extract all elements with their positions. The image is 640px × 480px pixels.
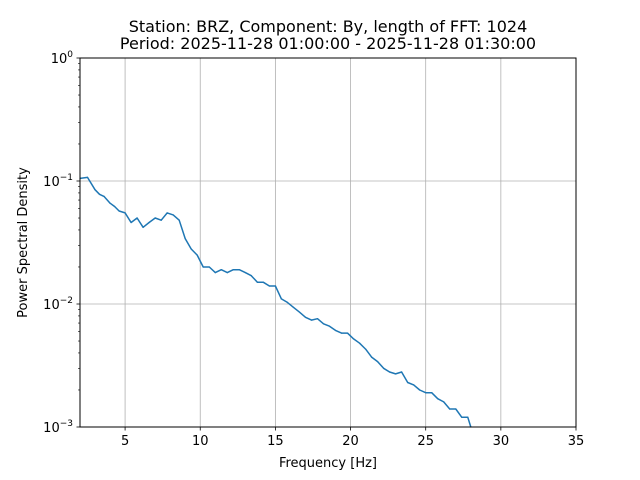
psd-data-point [178,219,180,221]
chart-title-line-1: Station: BRZ, Component: By, length of F… [129,17,528,36]
psd-data-point [142,226,144,228]
psd-data-point [298,311,301,313]
psd-data-point [358,342,361,344]
psd-data-point [449,408,451,410]
psd-data-point [244,272,246,274]
psd-data-point [455,408,457,410]
psd-data-point [268,285,270,287]
psd-data-point [370,356,373,358]
psd-data-point [322,323,325,325]
x-axis-label: Frequency [Hz] [279,456,377,471]
psd-data-point [304,316,307,318]
chart-title-line-2: Period: 2025-11-28 01:00:00 - 2025-11-28… [120,34,536,53]
psd-data-point [113,205,116,208]
psd-data-point [136,217,138,219]
psd-data-point [130,221,132,224]
x-tick-label: 30 [493,434,510,449]
psd-data-point [184,238,186,240]
data-series [79,176,472,428]
psd-data-point [407,381,409,384]
y-tick-label: 10−3 [43,419,73,436]
psd-data-point [461,416,463,418]
x-tick-label: 35 [568,434,585,449]
psd-data-point [419,389,421,391]
psd-data-point [154,217,156,219]
psd-data-point [395,373,397,375]
psd-data-point [340,332,343,334]
x-tick-label: 10 [192,434,209,449]
psd-data-point [262,281,264,283]
x-tick-label: 15 [267,434,284,449]
x-tick-label: 20 [342,434,359,449]
psd-data-point [401,371,403,373]
psd-data-point [383,367,385,369]
psd-data-point [94,189,96,191]
psd-data-point [160,219,162,221]
psd-data-point [274,285,276,287]
y-tick-label: 10−2 [43,296,73,313]
psd-data-point [286,301,289,304]
psd-data-point [118,210,120,212]
psd-data-point [467,416,469,418]
psd-data-point [377,361,379,363]
psd-data-point [98,193,101,195]
psd-data-point [196,254,198,256]
psd-data-point [226,272,228,274]
psd-data-point [346,332,349,334]
x-tick-label: 25 [417,434,434,449]
psd-data-point [202,266,204,268]
psd-data-point [208,266,210,268]
psd-data-point [86,176,89,178]
psd-data-point [280,298,283,300]
psd-data-point [334,329,337,332]
psd-data-point [190,248,192,250]
psd-data-point [232,269,234,271]
psd-data-point [316,318,319,320]
psd-data-point [214,272,216,274]
x-tick-label: 5 [121,434,129,449]
psd-data-point [148,221,150,224]
y-tick-label: 100 [51,50,74,67]
psd-data-point [256,281,258,283]
axis-ticks: 5 10 15 20 25 30 35 10−3 10−2 10−1 100 [43,50,584,449]
y-axis-label: Power Spectral Density [16,167,31,318]
psd-data-point [443,401,445,403]
psd-data-point [310,319,313,321]
grid-lines [80,57,577,428]
psd-data-point [292,306,295,308]
psd-data-point [413,384,415,386]
psd-data-point [431,392,433,394]
plot-frame [79,57,577,428]
psd-data-point [166,212,168,214]
psd-data-point [389,371,391,373]
psd-data-point [437,398,439,400]
y-tick-label: 10−1 [43,173,73,190]
psd-data-point [124,212,126,214]
psd-data-point [352,338,355,340]
psd-data-point [220,269,222,271]
psd-data-point [250,275,252,277]
psd-data-point [109,202,111,204]
psd-data-point [364,348,367,350]
psd-data-point [238,269,240,271]
psd-data-point [425,392,427,394]
psd-data-point [172,214,174,216]
psd-data-point [103,195,105,197]
psd-data-point [328,325,331,327]
